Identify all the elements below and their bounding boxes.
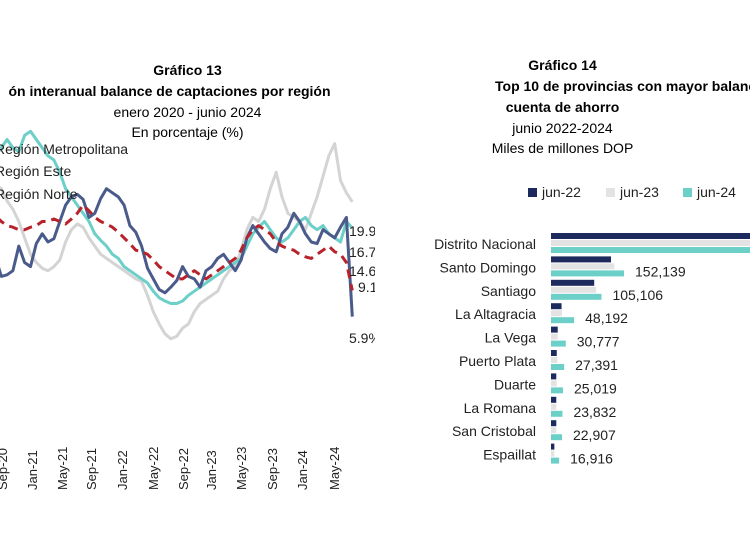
category-label: Distrito Nacional [434,236,536,252]
chart-14-title-line1: Top 10 de provincias con mayor balanc [495,78,750,94]
series-line-región-metropolitana [0,187,354,317]
series-line-región-este [0,142,354,341]
category-label: Espaillat [483,447,536,463]
bar-jun-23 [551,427,557,434]
bar-value-label: 22,907 [573,427,616,443]
chart-13-panel: Gráfico 13 ón interanual balance de capt… [0,60,375,490]
bar-value-label: 30,777 [577,334,620,350]
legend-entry: Región Norte [0,186,78,202]
bar-jun-23 [551,357,558,363]
bar-jun-22 [551,373,557,380]
bar-jun-22 [551,233,750,239]
legend-label: jun-24 [696,184,736,200]
bar-jun-23 [551,310,563,317]
chart-14-subtitle: junio 2022-2024 [512,120,613,136]
bar-jun-23 [551,240,750,246]
chart-13-title: ón interanual balance de captaciones por… [8,83,331,99]
legend-entry: Región Metropolitana [0,141,128,157]
bar-jun-24 [551,247,750,253]
bar-jun-22 [551,326,558,333]
bar-jun-24 [551,270,625,277]
category-label: Santiago [481,283,536,299]
bar-jun-24 [551,457,560,464]
chart-14-panel: Gráfico 14 Top 10 de provincias con mayo… [375,0,750,536]
legend-swatch-jun-22 [528,188,537,197]
x-tick-label: May-22 [146,447,161,490]
x-tick-label: Sep-23 [265,448,280,490]
bar-jun-24 [551,387,564,394]
bar-jun-22 [551,443,555,450]
x-tick-label: Sep-22 [176,448,191,490]
x-tick-label: May-21 [55,447,70,490]
bar-jun-24 [551,434,562,441]
chart-13-plot: Región Metropolitana Región Este Región No… [0,129,375,490]
bar-value-label: 105,106 [612,287,663,303]
x-tick-label: May-23 [234,447,249,490]
chart-14-title-line2: cuenta de ahorro [505,99,620,115]
end-value-label: 5.9% [349,330,375,346]
bar-jun-24 [551,340,566,347]
bar-value-label: 27,391 [575,357,618,373]
x-tick-label: Sep-21 [84,448,99,490]
bar-jun-22 [551,420,557,427]
chart-13-unit-note: En porcentaje (%) [131,124,244,140]
legend-label: jun-23 [619,184,659,200]
x-tick-label: Jan-23 [204,450,219,490]
category-label: Duarte [494,376,536,392]
legend-entry: Región Este [0,163,71,179]
bar-jun-22 [551,303,562,310]
bar-jun-22 [551,350,557,356]
bar-jun-23 [551,263,615,270]
chart-13-subtitle: enero 2020 - junio 2024 [113,104,262,120]
bar-jun-23 [551,403,557,410]
series-line-región-norte [0,129,354,305]
bar-jun-24 [551,293,602,300]
category-label: La Romana [464,400,537,416]
bar-jun-22 [551,279,595,286]
chart-13-label: Gráfico 13 [153,62,222,78]
series-line-promedio [0,203,354,291]
bar-jun-23 [551,286,597,293]
bar-value-label: 25,019 [574,380,617,396]
chart-13-header: Gráfico 13 ón interanual balance de capt… [0,60,375,142]
x-tick-label: Sep-20 [0,448,10,490]
bar-jun-24 [551,410,563,417]
bar-jun-23 [551,380,557,387]
category-label: Santo Domingo [439,259,536,275]
x-tick-label: Jan-24 [295,450,310,490]
bar-value-label: 152,139 [635,263,686,279]
bar-value-label: 16,916 [570,451,613,467]
bar-value-label: 48,192 [585,310,628,326]
chart-14-unit-note: Miles de millones DOP [491,140,634,156]
x-tick-label: Jan-21 [25,450,40,490]
category-label: San Cristobal [452,423,536,439]
end-value-label: 14.6% [349,263,375,279]
x-tick-label: May-24 [327,447,342,490]
legend-swatch-jun-23 [606,188,615,197]
bar-jun-22 [551,256,611,263]
category-label: Puerto Plata [459,353,536,369]
x-tick-label: Jan-22 [115,450,130,490]
end-value-label: 9.1% [358,279,375,295]
end-value-label: 16.7% [349,244,375,260]
chart-14-plot: jun-22 jun-23 jun-24 Distrito Nacional Santo… [434,184,750,467]
legend-swatch-jun-24 [683,188,692,197]
bar-value-label: 23,832 [573,404,616,420]
chart-14-label: Gráfico 14 [528,57,597,73]
category-label: La Vega [485,330,537,346]
bar-jun-23 [551,333,558,340]
chart-14-header: Gráfico 14 Top 10 de provincias con mayo… [375,55,750,158]
legend-label: jun-22 [541,184,581,200]
bar-jun-23 [551,450,555,457]
bar-jun-22 [551,396,557,403]
bar-jun-24 [551,364,565,370]
category-label: La Altagracia [455,306,536,322]
end-value-label: 19.9% [349,223,375,239]
bar-jun-24 [551,317,575,324]
